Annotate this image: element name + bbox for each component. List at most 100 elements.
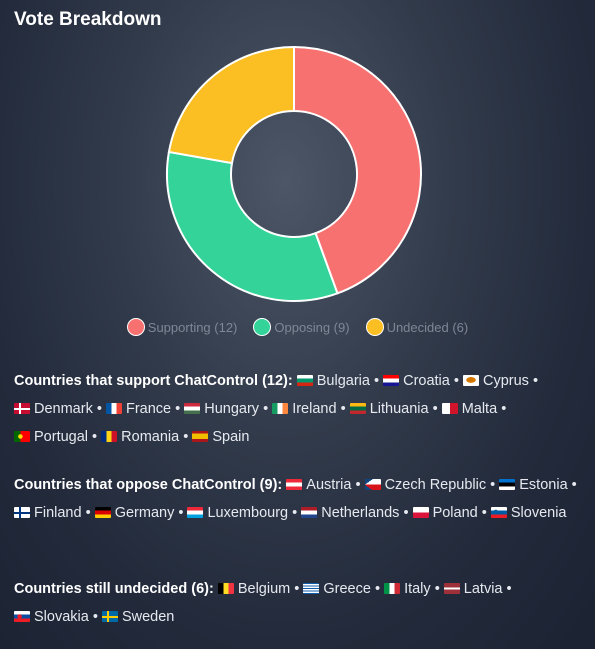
- country-czech-republic: Czech Republic: [364, 477, 487, 493]
- finland-flag-icon: [14, 507, 30, 518]
- country-name: Malta: [461, 401, 498, 417]
- cyprus-flag-icon: [462, 375, 479, 386]
- country-name: Lithuania: [369, 401, 429, 417]
- country-name: Slovenia: [510, 505, 567, 521]
- bullet-separator: •: [175, 401, 181, 417]
- bullet-separator: •: [373, 373, 380, 389]
- country-austria: Austria: [286, 477, 351, 493]
- country-ireland: Ireland: [272, 401, 337, 417]
- country-name: Bulgaria: [316, 373, 370, 389]
- country-name: Belgium: [237, 581, 291, 597]
- slovakia-flag-icon: [14, 611, 30, 622]
- country-name: Slovakia: [34, 609, 89, 625]
- bullet-separator: •: [432, 401, 438, 417]
- oppose-section: Countries that oppose ChatControl (9): A…: [14, 471, 580, 527]
- bulgaria-flag-icon: [296, 375, 313, 386]
- country-belgium: Belgium: [217, 581, 291, 597]
- bullet-separator: •: [374, 581, 381, 597]
- country-name: Estonia: [519, 477, 568, 493]
- country-name: Czech Republic: [384, 477, 487, 493]
- country-name: Austria: [306, 477, 352, 493]
- country-malta: Malta: [441, 401, 498, 417]
- estonia-flag-icon: [499, 479, 516, 490]
- bullet-separator: •: [453, 373, 459, 389]
- country-estonia: Estonia: [499, 477, 568, 493]
- country-name: Hungary: [204, 401, 260, 417]
- slice-opposing[interactable]: [166, 150, 339, 302]
- legend-item-undecided[interactable]: Undecided (6): [365, 318, 468, 336]
- country-name: Finland: [34, 505, 82, 521]
- italy-flag-icon: [384, 583, 401, 594]
- bullet-separator: •: [481, 505, 487, 521]
- country-slovakia: Slovakia: [14, 609, 89, 625]
- country-name: Italy: [404, 581, 431, 597]
- austria-flag-icon: [286, 479, 303, 490]
- country-name: Germany: [114, 505, 175, 521]
- undecided-heading: Countries still undecided (6):: [14, 581, 214, 597]
- oppose-country-list: Austria • Czech Republic • Estonia • Fin…: [14, 477, 577, 521]
- greece-flag-icon: [303, 583, 320, 594]
- country-name: Ireland: [292, 401, 337, 417]
- chart-legend: Supporting (12) Opposing (9) Undecided (…: [0, 318, 595, 336]
- poland-flag-icon: [412, 507, 429, 518]
- country-name: Poland: [432, 505, 478, 521]
- latvia-flag-icon: [443, 583, 460, 594]
- ireland-flag-icon: [272, 403, 289, 414]
- legend-item-opposing[interactable]: Opposing (9): [253, 318, 350, 336]
- country-spain: Spain: [192, 429, 249, 445]
- country-france: France: [105, 401, 171, 417]
- bullet-separator: •: [294, 581, 300, 597]
- bullet-separator: •: [183, 429, 189, 445]
- bullet-separator: •: [571, 477, 577, 493]
- bullet-separator: •: [92, 609, 98, 625]
- bullet-separator: •: [85, 505, 91, 521]
- country-denmark: Denmark: [14, 401, 93, 417]
- country-cyprus: Cyprus: [462, 373, 529, 389]
- spain-flag-icon: [192, 431, 209, 442]
- country-slovenia: Slovenia: [490, 505, 567, 521]
- bullet-separator: •: [355, 477, 361, 493]
- country-luxembourg: Luxembourg: [187, 505, 288, 521]
- donut-chart: [166, 45, 422, 302]
- slice-supporting[interactable]: [293, 45, 422, 295]
- sweden-flag-icon: [101, 611, 118, 622]
- country-name: Luxembourg: [207, 505, 289, 521]
- denmark-flag-icon: [14, 403, 30, 414]
- undecided-section: Countries still undecided (6): Belgium •…: [14, 575, 580, 631]
- romania-flag-icon: [101, 431, 118, 442]
- bullet-separator: •: [506, 581, 512, 597]
- opposing-swatch-icon: [253, 318, 272, 336]
- support-section: Countries that support ChatControl (12):…: [14, 367, 580, 451]
- portugal-flag-icon: [14, 431, 30, 442]
- slice-undecided[interactable]: [167, 45, 295, 165]
- country-greece: Greece: [303, 581, 371, 597]
- lithuania-flag-icon: [349, 403, 366, 414]
- country-bulgaria: Bulgaria: [296, 373, 370, 389]
- country-portugal: Portugal: [14, 429, 88, 445]
- country-hungary: Hungary: [184, 401, 259, 417]
- bullet-separator: •: [532, 373, 539, 389]
- oppose-heading: Countries that oppose ChatControl (9):: [14, 477, 283, 493]
- luxembourg-flag-icon: [187, 507, 204, 518]
- bullet-separator: •: [501, 401, 507, 417]
- country-netherlands: Netherlands: [301, 505, 399, 521]
- czech-republic-flag-icon: [364, 479, 381, 490]
- supporting-swatch-icon: [126, 318, 145, 336]
- country-name: Sweden: [121, 609, 175, 625]
- undecided-country-list: Belgium • Greece • Italy • Latvia • Slov…: [14, 581, 512, 625]
- country-name: Croatia: [403, 373, 450, 389]
- undecided-swatch-icon: [365, 318, 384, 336]
- page-title: Vote Breakdown: [14, 9, 162, 30]
- country-finland: Finland: [14, 505, 82, 521]
- bullet-separator: •: [96, 401, 102, 417]
- country-italy: Italy: [384, 581, 431, 597]
- netherlands-flag-icon: [301, 507, 318, 518]
- bullet-separator: •: [434, 581, 440, 597]
- slovenia-flag-icon: [490, 507, 507, 518]
- bullet-separator: •: [263, 401, 269, 417]
- country-poland: Poland: [412, 505, 478, 521]
- legend-item-supporting[interactable]: Supporting (12): [126, 318, 237, 336]
- country-name: Portugal: [34, 429, 89, 445]
- france-flag-icon: [105, 403, 122, 414]
- support-country-list: Bulgaria • Croatia • Cyprus • Denmark • …: [14, 373, 538, 445]
